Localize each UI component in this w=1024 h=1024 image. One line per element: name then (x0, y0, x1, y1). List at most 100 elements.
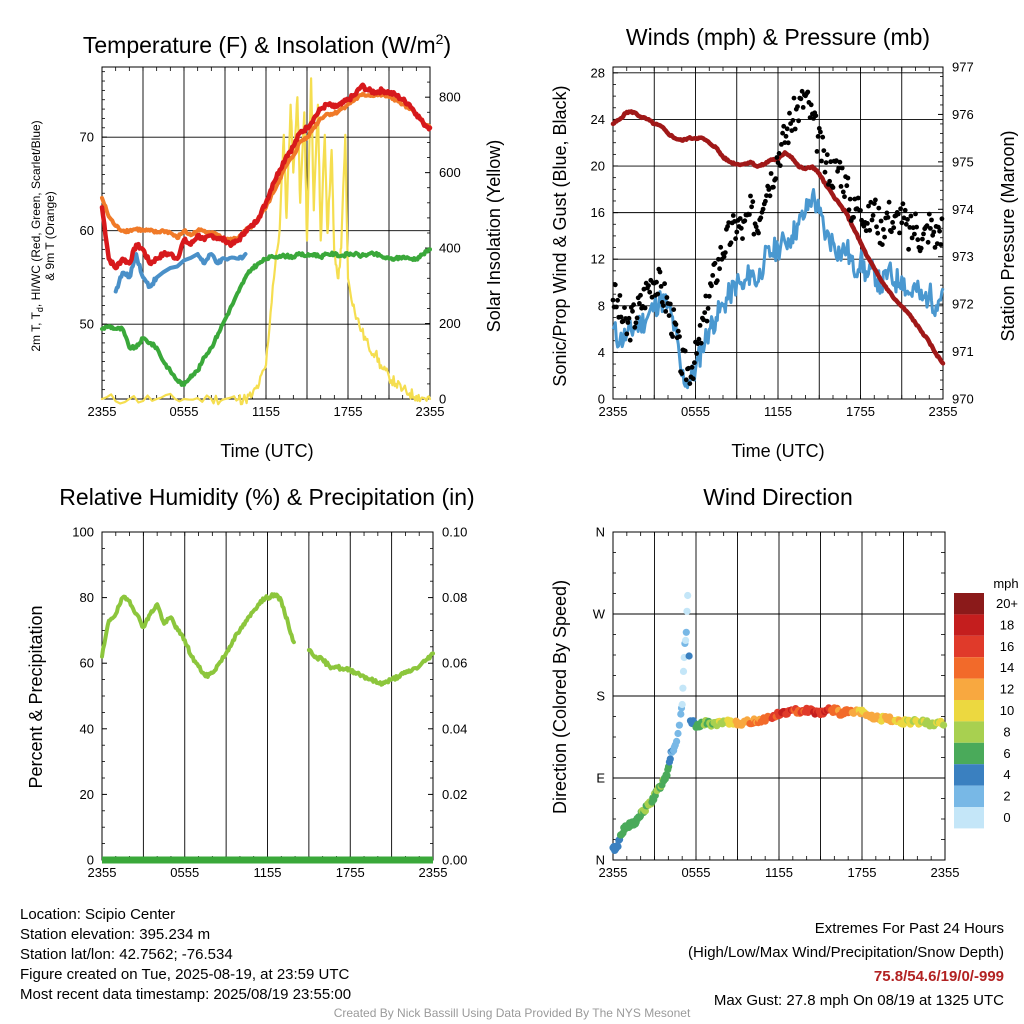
x-tick-label: 2355 (931, 865, 960, 880)
gust-point (705, 306, 711, 311)
gust-point (824, 152, 830, 158)
wind-panel-title: Winds (mph) & Pressure (mb) (626, 24, 930, 50)
gust-point (799, 88, 805, 94)
gust-point (756, 230, 761, 236)
gust-point (931, 229, 937, 235)
gust-point (920, 236, 925, 242)
direction-point (678, 700, 686, 709)
x-tick-label: 0555 (682, 865, 711, 880)
colorbar-label: 8 (1003, 724, 1010, 739)
wind-panel: Winds (mph) & Pressure (mb) 2355 0555 1155… (550, 24, 1018, 461)
x-tick-label: 1155 (252, 404, 280, 419)
y-tick-label: 60 (80, 223, 94, 238)
gust-point (748, 193, 753, 199)
gust-point (642, 305, 648, 311)
gust-point (827, 178, 832, 184)
x-tick-label: 2355 (88, 865, 117, 880)
temp-panel-title: Temperature (F) & Insolation (W/m2) (83, 31, 451, 58)
gust-point (657, 269, 663, 275)
colorbar-title: mph (993, 576, 1018, 591)
station-elevation: Station elevation: 395.234 m (20, 926, 211, 943)
colorbar-swatch (954, 721, 984, 743)
gust-point (921, 231, 926, 237)
direction-point (682, 636, 690, 645)
gust-point (847, 196, 853, 202)
gust-point (851, 215, 856, 220)
dir-panel-title: Wind Direction (703, 484, 853, 510)
y-tick-label: 100 (72, 525, 94, 540)
gust-point (815, 134, 821, 139)
direction-point (614, 842, 622, 851)
gust-point (764, 193, 769, 199)
gust-point (932, 245, 938, 250)
y-tick-label: 40 (80, 721, 94, 736)
wind-plot-area: 2355 0555 1155 1755 235504812162024289709719… (591, 60, 974, 420)
gust-point (881, 227, 886, 232)
direction-point (677, 710, 685, 718)
gust-point (733, 236, 738, 242)
gust-point (859, 217, 864, 223)
y-right-tick-label: 972 (952, 297, 974, 312)
station-latlon: Station lat/lon: 42.7562; -76.534 (20, 946, 233, 963)
x-tick-label: 2355 (599, 404, 628, 419)
y-right-tick-label: 0 (439, 392, 446, 407)
gust-point (842, 194, 847, 200)
gust-point (725, 224, 730, 229)
colorbar-swatch (954, 785, 984, 807)
gust-point (638, 292, 643, 298)
gust-point (721, 254, 727, 260)
gust-point (814, 149, 820, 154)
x-tick-label: 1155 (764, 404, 792, 419)
gust-point (884, 210, 890, 216)
colorbar-label: 12 (1000, 682, 1014, 697)
extremes-values: 75.8/54.6/19/0/-999 (873, 968, 1004, 985)
direction-point (685, 652, 693, 660)
gust-point (798, 96, 804, 102)
y-right-tick-label: 977 (952, 60, 974, 75)
gust-point (822, 169, 828, 175)
colorbar-swatch (954, 700, 984, 722)
colorbar-swatch (954, 807, 984, 829)
gust-point (782, 140, 788, 146)
series-line (113, 252, 248, 294)
y-tick-label: 4 (598, 345, 605, 360)
gust-point (626, 315, 632, 321)
gust-point (767, 193, 773, 199)
gust-point (679, 371, 685, 376)
y-tick-label: 50 (80, 317, 94, 332)
gust-point (734, 229, 740, 235)
gust-point (677, 334, 682, 339)
gust-point (869, 217, 875, 223)
gust-point (614, 304, 619, 310)
gust-point (866, 203, 871, 209)
gust-point (646, 283, 651, 288)
gust-point (845, 175, 851, 181)
colorbar-swatch (954, 678, 984, 700)
temp-panel: Temperature (F) & Insolation (W/m2) 2355… (29, 31, 504, 461)
temp-x-axis-label: Time (UTC) (220, 441, 313, 461)
y-right-tick-label: 600 (439, 165, 461, 180)
gust-point (839, 165, 845, 171)
gust-point (891, 225, 897, 231)
gust-point (675, 328, 681, 334)
series-line (99, 82, 433, 271)
gust-point (617, 293, 623, 298)
gust-point (885, 215, 891, 220)
temp-right-axis-label: Solar Insolation (Yellow) (484, 140, 504, 332)
gust-point (658, 284, 664, 289)
y-right-tick-label: 970 (952, 392, 974, 407)
colorbar-label: 0 (1003, 810, 1010, 825)
x-tick-label: 1155 (254, 865, 282, 880)
x-tick-label: 2355 (88, 404, 117, 419)
gust-point (709, 283, 714, 289)
gust-point (612, 282, 618, 288)
y-right-tick-label: 200 (439, 316, 461, 331)
gust-point (758, 215, 764, 221)
y-tick-label: 70 (80, 130, 94, 145)
y-tick-label: N (596, 525, 605, 540)
gust-point (878, 218, 884, 224)
y-right-tick-label: 0.08 (442, 590, 467, 605)
gust-point (622, 305, 627, 310)
colorbar-label: 2 (1003, 789, 1010, 804)
gust-point (747, 212, 752, 217)
